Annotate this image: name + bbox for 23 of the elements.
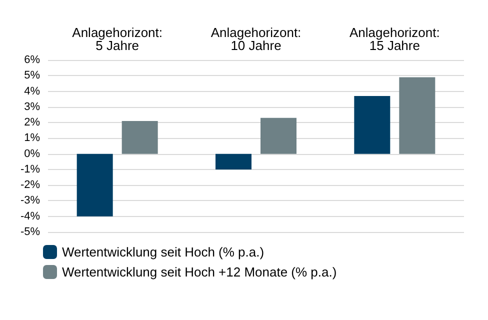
y-tick-label: 2% — [24, 116, 40, 129]
x-tick-label: Anlagehorizont: 15 Jahre — [349, 25, 440, 53]
y-tick-label: 5% — [24, 70, 40, 82]
y-tick-label: -2% — [20, 179, 40, 192]
y-tick-label: 1% — [24, 132, 40, 144]
legend-label: Wertentwicklung seit Hoch (% p.a.) — [62, 244, 264, 260]
bar — [399, 77, 436, 154]
y-tick-label: -1% — [20, 163, 40, 176]
y-tick-label: -3% — [20, 194, 40, 207]
bar — [122, 120, 158, 154]
legend-label: Wertentwicklung seit Hoch +12 Monate (% p.a.) — [62, 264, 337, 280]
bar — [260, 118, 296, 154]
y-tick-label: 3% — [24, 100, 40, 113]
bar — [216, 154, 252, 170]
bar — [354, 96, 390, 154]
y-tick-label: -5% — [20, 226, 40, 238]
y-tick-label: 4% — [24, 85, 40, 98]
x-tick-label: Anlagehorizont: 5 Jahre — [72, 25, 163, 53]
bar — [76, 154, 113, 216]
y-tick-label: -4% — [20, 210, 40, 222]
y-tick-label: 0% — [24, 148, 40, 160]
x-tick-label: Anlagehorizont: 10 Jahre — [210, 25, 302, 53]
y-tick-label: 6% — [24, 54, 40, 66]
